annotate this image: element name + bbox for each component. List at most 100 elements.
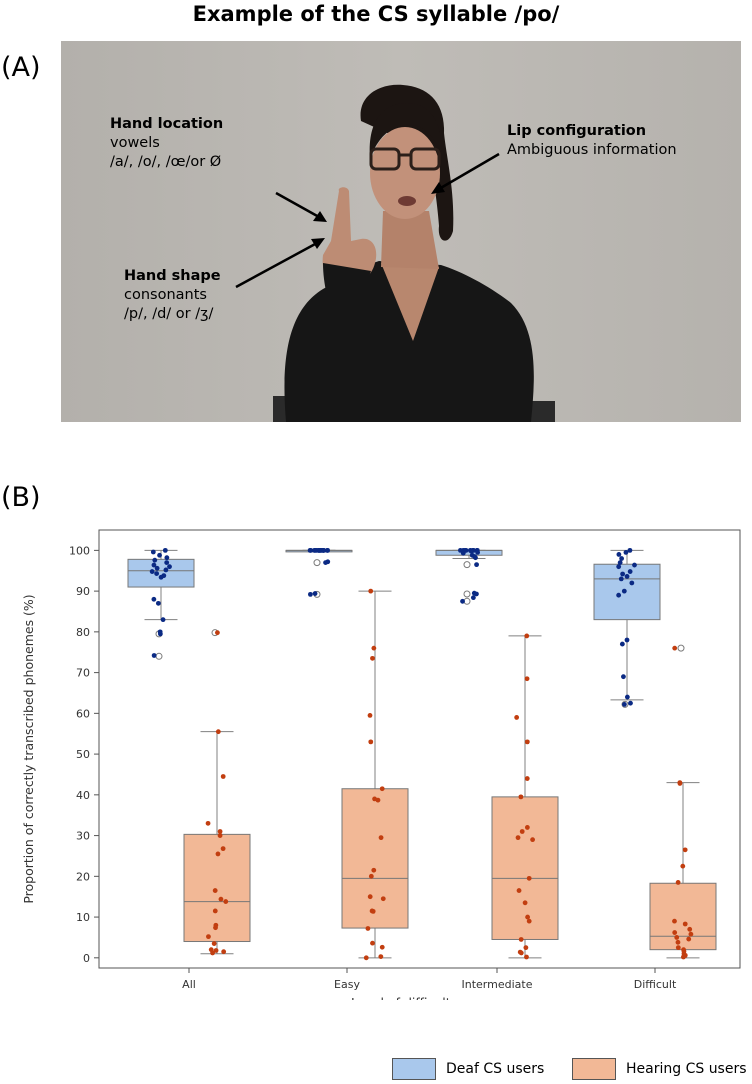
deaf-point-difficult-11 [629, 580, 635, 586]
deaf-point-difficult-19 [622, 701, 627, 707]
deaf-point-difficult-13 [616, 592, 622, 598]
deaf-point-intermediate-17 [474, 591, 479, 597]
lip-configuration-line1: Ambiguous information [507, 142, 677, 158]
hearing-point-intermediate-1 [524, 676, 530, 682]
hearing-intermediate-box [491, 796, 559, 940]
y-tick-label-30: 30 [76, 830, 90, 843]
boxplot-chart: 0 10 20 30 40 50 60 70 80 90 100 All Easy Intermediat… [21, 529, 741, 1000]
hearing-point-intermediate-18 [518, 950, 524, 956]
hearing-point-all-3 [205, 820, 211, 826]
hearing-point-intermediate-8 [515, 835, 521, 841]
deaf-point-easy-17 [323, 560, 328, 565]
hearing-point-intermediate-5 [518, 794, 524, 800]
deaf-point-intermediate-15 [474, 562, 479, 568]
photo-illustration [61, 41, 741, 422]
cued-speech-photo [61, 41, 741, 422]
legend-label-hearing: Hearing CS users [626, 1061, 747, 1077]
legend-item-hearing: Hearing CS users [572, 1058, 747, 1080]
legend-item-deaf: Deaf CS users [392, 1058, 544, 1080]
deaf-point-easy-10 [324, 547, 330, 553]
deaf-intermediate-outlier-1 [463, 590, 471, 598]
y-tick-label-100: 100 [69, 544, 90, 557]
hearing-point-intermediate-16 [523, 945, 529, 951]
deaf-point-all-11 [154, 571, 160, 576]
hearing-point-easy-5 [379, 786, 385, 792]
legend-label-deaf: Deaf CS users [446, 1061, 545, 1077]
annotation-lip-configuration: Lip configuration Ambiguous information [507, 122, 677, 160]
hearing-point-all-11 [212, 908, 218, 914]
hearing-point-intermediate-9 [530, 837, 535, 843]
hearing-point-all-15 [211, 941, 217, 946]
deaf-intermediate-outlier-0 [463, 561, 471, 569]
hearing-point-intermediate-14 [526, 918, 532, 924]
hearing-point-all-9 [218, 896, 224, 902]
deaf-point-difficult-16 [621, 674, 626, 680]
chart-area: 0 10 20 30 40 50 60 70 80 90 100 All Easy Intermediat… [0, 520, 752, 1000]
hearing-point-intermediate-7 [519, 829, 525, 834]
deaf-easy-outlier-0 [313, 559, 321, 567]
hearing-point-all-19 [210, 950, 215, 956]
hearing-point-difficult-8 [687, 926, 693, 932]
annotation-hand-location: Hand location vowels /a/, /o/, /œ/or Ø [110, 115, 223, 172]
hearing-point-easy-0 [368, 588, 374, 594]
hearing-point-all-0 [215, 630, 220, 636]
hearing-point-easy-1 [371, 645, 377, 651]
hearing-point-difficult-12 [686, 936, 692, 942]
deaf-point-all-1 [150, 549, 156, 555]
annotation-hand-shape: Hand shape consonants /p/, /d/ or /ʒ/ [124, 267, 221, 324]
hearing-point-easy-14 [370, 908, 376, 914]
hearing-point-easy-17 [379, 944, 385, 950]
hearing-easy-box [341, 788, 409, 929]
deaf-point-intermediate-11 [460, 550, 466, 556]
deaf-point-intermediate-10 [475, 550, 481, 555]
hearing-point-all-14 [206, 934, 211, 940]
arrow-hand-shape-head [311, 238, 325, 249]
hearing-point-all-10 [223, 899, 229, 904]
hearing-point-easy-15 [365, 926, 371, 931]
hearing-point-easy-11 [367, 894, 373, 900]
hearing-point-intermediate-19 [524, 954, 529, 960]
deaf-point-all-3 [164, 555, 170, 561]
hearing-point-difficult-9 [672, 930, 678, 935]
y-tick-label-20: 20 [76, 870, 90, 883]
deaf-point-intermediate-19 [460, 598, 465, 604]
hearing-point-all-5 [217, 833, 223, 838]
hearing-point-difficult-6 [672, 918, 677, 924]
deaf-point-difficult-17 [624, 694, 630, 700]
deaf-point-difficult-12 [621, 588, 627, 594]
lip-configuration-title: Lip configuration [507, 123, 647, 139]
hearing-difficult-box [649, 882, 717, 951]
deaf-point-difficult-5 [632, 562, 637, 568]
hearing-point-difficult-13 [675, 939, 681, 945]
hearing-difficult-outlier-0 [677, 644, 685, 652]
deaf-point-easy-18 [312, 591, 318, 596]
deaf-point-difficult-2 [616, 552, 622, 557]
deaf-point-all-6 [151, 562, 157, 568]
deaf-point-difficult-18 [628, 700, 633, 706]
hearing-point-easy-12 [380, 896, 386, 902]
deaf-point-all-7 [167, 564, 172, 570]
hand-location-line2: /a/, /o/, /œ/or Ø [110, 154, 222, 170]
x-axis-label: Level of difficulty [351, 995, 459, 1000]
x-tick-label-all: All [182, 978, 196, 991]
y-tick-label-80: 80 [76, 626, 90, 639]
hearing-point-easy-18 [378, 954, 384, 959]
deaf-point-all-2 [157, 552, 162, 558]
hearing-point-difficult-14 [675, 945, 681, 951]
hearing-point-difficult-11 [674, 935, 680, 940]
panel-b-label: (B) [1, 482, 41, 513]
hearing-point-all-4 [217, 829, 223, 834]
deaf-point-easy-7 [316, 547, 321, 553]
deaf-point-difficult-9 [624, 574, 630, 579]
y-tick-label-0: 0 [83, 952, 90, 965]
deaf-point-all-18 [157, 631, 163, 637]
deaf-all-outlier-1 [155, 652, 163, 660]
hair-front [369, 103, 442, 159]
deaf-point-all-4 [152, 557, 158, 563]
hearing-point-difficult-3 [682, 847, 688, 853]
hearing-point-difficult-5 [675, 880, 681, 885]
arrow-hand-shape [235, 241, 318, 289]
hearing-point-easy-16 [370, 940, 375, 946]
hearing-point-difficult-0 [672, 645, 678, 651]
deaf-all-box [127, 558, 195, 588]
